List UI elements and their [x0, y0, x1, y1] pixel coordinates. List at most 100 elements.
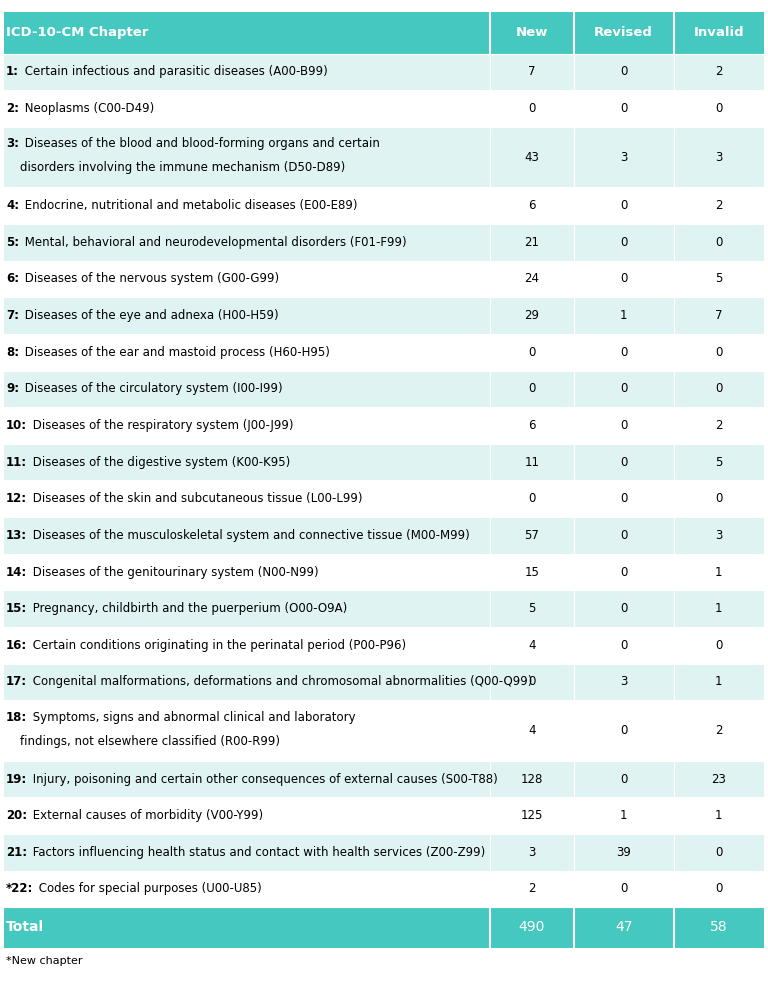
Text: Diseases of the eye and adnexa (H00-H59): Diseases of the eye and adnexa (H00-H59): [21, 310, 278, 322]
Bar: [4, 298, 764, 334]
Text: 0: 0: [715, 639, 723, 652]
Text: 2:: 2:: [6, 102, 19, 115]
Bar: [4, 590, 764, 627]
Text: 0: 0: [528, 382, 535, 396]
Text: Invalid: Invalid: [694, 26, 744, 40]
Text: 21: 21: [525, 236, 539, 249]
Text: *New chapter: *New chapter: [6, 955, 83, 965]
Bar: [4, 798, 764, 834]
Text: Codes for special purposes (U00-U85): Codes for special purposes (U00-U85): [35, 883, 262, 896]
Text: 0: 0: [620, 345, 627, 359]
Text: 0: 0: [528, 676, 535, 688]
Bar: [4, 407, 764, 443]
Text: Diseases of the musculoskeletal system and connective tissue (M00-M99): Diseases of the musculoskeletal system a…: [29, 529, 469, 542]
Bar: [4, 908, 764, 947]
Text: 6:: 6:: [6, 273, 19, 286]
Text: 16:: 16:: [6, 639, 28, 652]
Bar: [4, 517, 764, 554]
Bar: [4, 480, 764, 517]
Text: 0: 0: [715, 883, 723, 896]
Text: 1: 1: [715, 602, 723, 615]
Text: ICD-10-CM Chapter: ICD-10-CM Chapter: [6, 26, 148, 40]
Bar: [4, 127, 764, 187]
Text: 13:: 13:: [6, 529, 28, 542]
Text: 5: 5: [715, 273, 723, 286]
Text: Diseases of the genitourinary system (N00-N99): Diseases of the genitourinary system (N0…: [29, 565, 319, 578]
Text: 10:: 10:: [6, 419, 28, 432]
Text: 0: 0: [620, 199, 627, 212]
Text: Mental, behavioral and neurodevelopmental disorders (F01-F99): Mental, behavioral and neurodevelopmenta…: [21, 236, 406, 249]
Text: 1: 1: [620, 310, 627, 322]
Bar: [4, 834, 764, 871]
Bar: [4, 90, 764, 127]
Text: Diseases of the skin and subcutaneous tissue (L00-L99): Diseases of the skin and subcutaneous ti…: [29, 492, 362, 505]
Text: 17:: 17:: [6, 676, 28, 688]
Bar: [4, 700, 764, 761]
Text: 0: 0: [620, 492, 627, 505]
Text: 2: 2: [715, 199, 723, 212]
Text: Diseases of the nervous system (G00-G99): Diseases of the nervous system (G00-G99): [21, 273, 279, 286]
Text: 7: 7: [528, 65, 535, 78]
Text: 11: 11: [525, 455, 539, 468]
Text: 3: 3: [528, 846, 535, 859]
Text: 0: 0: [528, 102, 535, 115]
Text: 4: 4: [528, 639, 535, 652]
Text: 24: 24: [525, 273, 539, 286]
Text: 43: 43: [525, 151, 539, 164]
Bar: [4, 761, 764, 798]
Bar: [4, 12, 764, 54]
Text: 1:: 1:: [6, 65, 19, 78]
Text: 490: 490: [518, 921, 545, 934]
Text: 0: 0: [620, 773, 627, 786]
Text: 29: 29: [525, 310, 539, 322]
Text: 0: 0: [620, 565, 627, 578]
Text: 0: 0: [620, 65, 627, 78]
Text: 39: 39: [616, 846, 631, 859]
Text: Diseases of the blood and blood-forming organs and certain: Diseases of the blood and blood-forming …: [21, 137, 379, 150]
Text: 0: 0: [715, 846, 723, 859]
Text: 9:: 9:: [6, 382, 19, 396]
Text: 0: 0: [620, 724, 627, 737]
Bar: [4, 224, 764, 261]
Text: 3: 3: [620, 151, 627, 164]
Text: 0: 0: [715, 236, 723, 249]
Text: 3: 3: [715, 529, 723, 542]
Text: 0: 0: [528, 345, 535, 359]
Bar: [4, 54, 764, 90]
Text: 19:: 19:: [6, 773, 28, 786]
Text: 23: 23: [711, 773, 727, 786]
Text: 1: 1: [715, 809, 723, 822]
Text: findings, not elsewhere classified (R00-R99): findings, not elsewhere classified (R00-…: [20, 735, 280, 748]
Text: 11:: 11:: [6, 455, 28, 468]
Text: 0: 0: [620, 639, 627, 652]
Text: 2: 2: [715, 724, 723, 737]
Text: 125: 125: [521, 809, 543, 822]
Text: 0: 0: [620, 455, 627, 468]
Text: 15:: 15:: [6, 602, 28, 615]
Text: Pregnancy, childbirth and the puerperium (O00-O9A): Pregnancy, childbirth and the puerperium…: [29, 602, 347, 615]
Text: *22:: *22:: [6, 883, 34, 896]
Text: Diseases of the digestive system (K00-K95): Diseases of the digestive system (K00-K9…: [29, 455, 290, 468]
Text: 8:: 8:: [6, 345, 19, 359]
Text: 47: 47: [615, 921, 632, 934]
Text: 0: 0: [620, 529, 627, 542]
Text: 0: 0: [620, 382, 627, 396]
Bar: [4, 187, 764, 224]
Bar: [4, 261, 764, 298]
Text: 0: 0: [620, 883, 627, 896]
Text: 0: 0: [620, 102, 627, 115]
Text: 0: 0: [620, 419, 627, 432]
Text: 0: 0: [715, 345, 723, 359]
Bar: [4, 370, 764, 407]
Text: 4:: 4:: [6, 199, 19, 212]
Text: External causes of morbidity (V00-Y99): External causes of morbidity (V00-Y99): [29, 809, 263, 822]
Text: 7: 7: [715, 310, 723, 322]
Text: 3: 3: [715, 151, 723, 164]
Text: 0: 0: [620, 602, 627, 615]
Text: 14:: 14:: [6, 565, 28, 578]
Text: 6: 6: [528, 199, 535, 212]
Text: 3: 3: [620, 676, 627, 688]
Text: Total: Total: [6, 921, 45, 934]
Bar: [4, 664, 764, 700]
Text: 3:: 3:: [6, 137, 19, 150]
